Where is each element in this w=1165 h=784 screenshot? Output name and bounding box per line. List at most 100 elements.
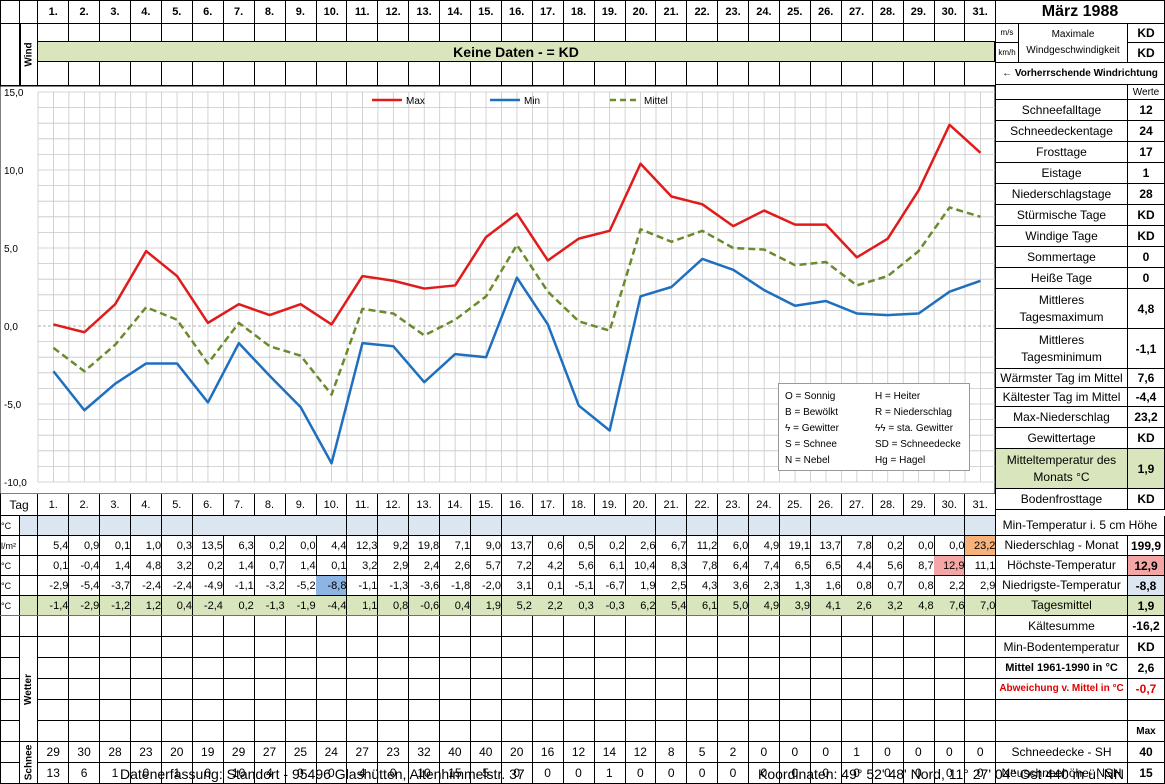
weather-cell: [316, 700, 348, 721]
weather-cell: [408, 700, 441, 721]
wind-label: Wind: [20, 24, 38, 86]
value-cell: 3,2: [161, 556, 193, 576]
extra-summary-row: Mittel 1961-1990 in °C 2,6: [995, 658, 1165, 679]
value-cell: 8,7: [903, 556, 935, 576]
wind-direction-cell: [779, 62, 811, 86]
stat-label: Niederschlagstage: [996, 184, 1128, 204]
weather-cell: [748, 700, 781, 721]
weather-cell: [223, 637, 255, 658]
day-header: 14.: [439, 494, 472, 516]
legend-row: B = Bewölkt R = Niederschlag: [785, 404, 963, 420]
value-cell: [316, 516, 348, 536]
day-header: 31.: [965, 494, 997, 516]
value-cell: 7,0: [965, 596, 997, 616]
unit-cell: °C: [0, 516, 20, 536]
day-header: 22.: [686, 494, 719, 516]
value-cell: -2,9: [68, 596, 101, 616]
value-cell: -2,4: [130, 576, 163, 596]
tag-label: Tag: [0, 494, 38, 516]
weather-cell: [99, 721, 132, 742]
weather-cell: [223, 721, 255, 742]
stat-row: Mittleres Tagesminimum -1,1: [995, 329, 1165, 369]
value-cell: 0,7: [254, 556, 286, 576]
snow-depth-cell: 29: [223, 742, 255, 763]
value-cell: 0,7: [872, 576, 904, 596]
value-cell: 6,5: [810, 556, 842, 576]
snow-depth-cell: 1: [841, 742, 873, 763]
new-snow-cell: 1: [594, 763, 626, 784]
weather-cell: [779, 616, 811, 637]
day-header: 31.: [965, 0, 997, 24]
wind-direction-cell: [501, 62, 533, 86]
stat-value: KD: [1137, 208, 1155, 222]
value-cell: [717, 516, 750, 536]
symbol-legend: O = Sonnig H = Heiter B = Bewölkt R = Niede…: [778, 383, 970, 471]
stat-label: Eistage: [996, 163, 1128, 183]
werte-header: Werte: [995, 85, 1165, 100]
value-cell: [903, 516, 935, 536]
wind-direction-cell: [316, 62, 348, 86]
weather-cell: [285, 700, 317, 721]
blank-cell: [20, 616, 38, 637]
weather-cell: [192, 679, 224, 700]
weather-cell: [934, 616, 966, 637]
weather-cell: [130, 616, 163, 637]
weather-cell: [68, 721, 101, 742]
weather-cell: [563, 700, 595, 721]
summary-label: Höchste-Temperatur: [996, 556, 1128, 575]
value-cell: [439, 516, 472, 536]
value-cell: [408, 516, 441, 536]
value-cell: 2,9: [377, 556, 410, 576]
wind-cell: [377, 24, 410, 42]
summary-label: Niederschlag - Monat: [996, 536, 1128, 555]
weather-cell: [965, 637, 997, 658]
day-header: 19.: [594, 0, 626, 24]
value-cell: [501, 516, 533, 536]
weather-cell: [501, 658, 533, 679]
stat-value: 0: [1142, 250, 1150, 264]
snow-depth-cell: 28: [99, 742, 132, 763]
weather-cell: [99, 637, 132, 658]
stat-row: Kältester Tag im Mittel -4,4: [995, 388, 1165, 407]
day-header: 27.: [841, 0, 873, 24]
stat-value: 23,2: [1134, 410, 1158, 424]
value-cell: 13,5: [192, 536, 224, 556]
weather-cell: [810, 721, 842, 742]
new-snow-cell: 0: [965, 763, 997, 784]
weather-cell: [748, 679, 781, 700]
weather-cell: [130, 679, 163, 700]
value-cell: [841, 516, 873, 536]
stat-row: Schneedeckentage 24: [995, 121, 1165, 142]
no-data-bar: Keine Daten - = KD: [38, 42, 995, 62]
day-header: 8.: [254, 494, 286, 516]
value-cell: 4,8: [130, 556, 163, 576]
weather-cell: [285, 616, 317, 637]
wind-direction-cell: [717, 62, 750, 86]
weather-cell: [161, 616, 193, 637]
wind-direction-cell: [841, 62, 873, 86]
wind-direction-cell: [810, 62, 842, 86]
weather-cell: [99, 700, 132, 721]
snow-depth-cell: 20: [161, 742, 193, 763]
stat-label: Kältester Tag im Mittel: [996, 388, 1128, 406]
wind-cell: [347, 24, 379, 42]
wind-cell: [965, 24, 997, 42]
wind-direction-cell: [470, 62, 502, 86]
summary-row: Höchste-Temperatur 12,9: [995, 556, 1165, 576]
weather-cell: [377, 700, 410, 721]
day-header: 1.: [38, 494, 70, 516]
weather-cell: [686, 658, 719, 679]
value-cell: 13,7: [810, 536, 842, 556]
value-cell: 0,2: [254, 536, 286, 556]
value-cell: [347, 516, 379, 536]
wind-direction-cell: [934, 62, 966, 86]
weather-cell: [656, 658, 688, 679]
weather-cell: [470, 658, 502, 679]
day-header: 28.: [872, 494, 904, 516]
value-cell: 3,9: [779, 596, 811, 616]
stat-row: Bodenfrosttage KD: [995, 489, 1165, 510]
snow-depth-cell: 0: [965, 742, 997, 763]
day-header: 6.: [192, 494, 224, 516]
value-cell: 0,1: [38, 556, 70, 576]
stat-label: Frosttage: [996, 142, 1128, 162]
